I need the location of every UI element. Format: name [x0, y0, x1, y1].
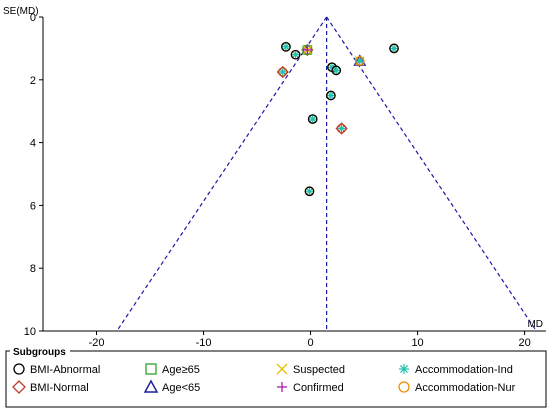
x-tick-label: -10 [196, 337, 212, 349]
x-ticks: -20 -10 0 10 20 [89, 331, 531, 349]
legend-label: Accommodation-Nur [415, 382, 516, 394]
legend-box [5, 350, 547, 408]
legend-item-suspected: Suspected [276, 363, 345, 376]
data-point [301, 43, 314, 57]
legend-label: Suspected [293, 364, 345, 376]
legend-marker [143, 379, 159, 393]
axes: SE(MD) MD [3, 6, 546, 332]
legend-item-age-lt65: Age<65 [143, 379, 200, 394]
legend-label: Age<65 [162, 382, 200, 394]
data-point [281, 41, 291, 52]
legend-marker [399, 364, 409, 374]
y-ticks: 0 2 4 6 8 10 [24, 12, 43, 338]
data-point [276, 65, 289, 79]
legend-item-age-ge65: Age≥65 [145, 363, 200, 376]
x-tick-label: 10 [411, 337, 423, 349]
legend-label: BMI-Normal [30, 382, 89, 394]
data-point [331, 65, 342, 76]
legend-item-accommodation-ind: Accommodation-Ind [399, 364, 513, 376]
funnel-left-limit [116, 16, 328, 332]
y-tick-label: 0 [30, 12, 36, 24]
legend-item-confirmed: Confirmed [277, 382, 344, 394]
legend-marker [145, 363, 157, 375]
legend-items: BMI-Abnormal BMI-Normal Age≥65 Age<65 Suspec… [12, 363, 516, 394]
legend-title: Subgroups [13, 347, 66, 358]
x-tick-label: -20 [89, 337, 105, 349]
x-tick-label: 20 [518, 337, 530, 349]
data-point [307, 114, 318, 124]
legend-item-accommodation-nur: Accommodation-Nur [398, 381, 516, 394]
legend-label: Age≥65 [162, 364, 200, 376]
legend-label: BMI-Abnormal [30, 364, 100, 376]
legend-item-bmi-abnormal: BMI-Abnormal [13, 363, 100, 376]
x-tick-label: 0 [307, 337, 313, 349]
legend-label: Confirmed [293, 382, 344, 394]
legend-marker [12, 380, 26, 394]
y-tick-label: 4 [30, 138, 36, 150]
funnel-lines [116, 16, 537, 332]
data-point [353, 54, 367, 66]
data-points [276, 41, 399, 197]
x-axis-label: MD [527, 319, 543, 330]
legend-title-bg [10, 345, 70, 357]
y-tick-label: 8 [30, 263, 36, 275]
legend-marker [398, 381, 410, 393]
legend-marker [13, 363, 25, 375]
data-point [335, 122, 348, 135]
data-point [304, 186, 315, 197]
legend-marker [277, 382, 287, 392]
y-tick-label: 6 [30, 200, 36, 212]
legend: Subgroups BMI-Abnormal BMI-Normal Age≥65 Ag… [5, 345, 547, 408]
data-point [326, 90, 336, 101]
y-axis-label: SE(MD) [3, 6, 39, 17]
legend-item-bmi-normal: BMI-Normal [12, 380, 89, 394]
data-point [389, 43, 399, 54]
y-tick-label: 10 [24, 326, 36, 338]
y-tick-label: 2 [30, 75, 36, 87]
legend-marker [276, 363, 288, 375]
legend-label: Accommodation-Ind [415, 364, 513, 376]
data-point [290, 49, 301, 60]
